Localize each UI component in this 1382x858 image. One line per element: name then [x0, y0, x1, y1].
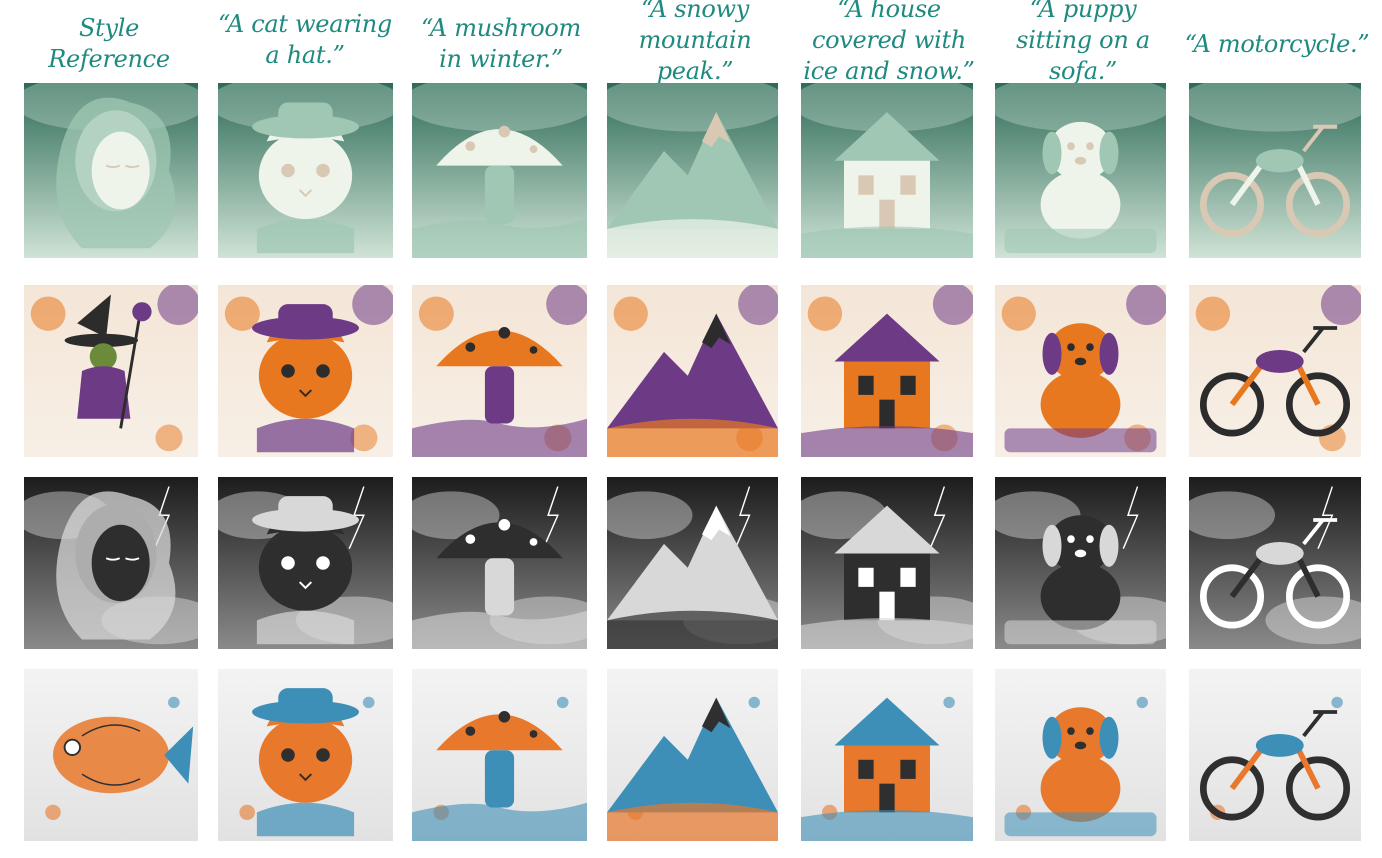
image-watercolor-halloween-motorcycle [1189, 285, 1361, 457]
witch-figure [64, 294, 152, 429]
image-art [995, 285, 1166, 457]
image-art [995, 669, 1166, 841]
image-ink-watercolor-puppy [995, 669, 1166, 841]
image-ink-watercolor-mushroom [412, 669, 587, 841]
mushroom-figure [412, 327, 587, 457]
image-storm-monochrome-puppy [995, 477, 1166, 649]
mountain-figure [607, 505, 778, 649]
image-jade-woman-face [24, 83, 198, 258]
house-figure [801, 697, 973, 841]
cat-hat-figure [252, 304, 359, 453]
image-jade-motorcycle [1189, 83, 1361, 258]
image-art [24, 285, 198, 457]
house-figure [801, 505, 973, 649]
image-storm-monochrome-motorcycle [1189, 477, 1361, 649]
column-title-mountain: “A snowy mountain peak.” [638, 0, 752, 85]
cat-hat-figure [252, 102, 359, 254]
image-art [24, 477, 198, 649]
image-watercolor-halloween-witch [24, 285, 198, 457]
image-art [1189, 477, 1361, 649]
cat-hat-figure [252, 688, 359, 837]
mountain-figure [607, 697, 778, 841]
fish-figure [53, 716, 194, 794]
image-storm-monochrome-cat-hat [218, 477, 393, 649]
puppy-figure [1004, 323, 1157, 453]
image-art [1189, 83, 1361, 258]
column-header-bar: Style Reference “A cat wearing a hat.” “… [0, 0, 1382, 85]
image-art [412, 83, 587, 258]
motorcycle-figure [1199, 124, 1351, 238]
column-title-cat: “A cat wearing a hat.” [218, 10, 392, 69]
image-jade-puppy [995, 83, 1166, 258]
image-jade-mountain [607, 83, 778, 258]
image-ink-watercolor-mountain [607, 669, 778, 841]
puppy-figure [1004, 707, 1157, 837]
mushroom-figure [412, 711, 587, 841]
image-storm-monochrome-mountain [607, 477, 778, 649]
woman-face-figure [56, 97, 176, 249]
image-art [218, 83, 393, 258]
image-storm-monochrome-woman-profile [24, 477, 198, 649]
image-jade-house [801, 83, 973, 258]
image-watercolor-halloween-house [801, 285, 973, 457]
image-art [218, 285, 393, 457]
image-art [412, 669, 587, 841]
column-title-style-reference: Style Reference [48, 14, 170, 73]
image-art [801, 669, 973, 841]
image-ink-watercolor-motorcycle [1189, 669, 1361, 841]
puppy-figure [1004, 121, 1157, 254]
image-art [995, 477, 1166, 649]
image-art [801, 83, 973, 258]
image-art [607, 83, 778, 258]
image-watercolor-halloween-cat-hat [218, 285, 393, 457]
image-art [607, 285, 778, 457]
mountain-figure [607, 313, 778, 457]
image-watercolor-halloween-mountain [607, 285, 778, 457]
image-watercolor-halloween-mushroom [412, 285, 587, 457]
column-title-house: “A house covered with ice and snow.” [803, 0, 975, 85]
image-art [607, 669, 778, 841]
image-art [412, 477, 587, 649]
image-art [218, 477, 393, 649]
column-title-motorcycle: “A motorcycle.” [1184, 29, 1370, 58]
image-storm-monochrome-mushroom [412, 477, 587, 649]
mountain-figure [607, 112, 778, 258]
mushroom-figure [412, 519, 587, 649]
cat-hat-figure [252, 496, 359, 645]
motorcycle-figure [1199, 326, 1351, 437]
house-figure [801, 112, 973, 258]
image-ink-watercolor-house [801, 669, 973, 841]
image-jade-mushroom [412, 83, 587, 258]
motorcycle-figure [1199, 710, 1351, 821]
image-art [995, 83, 1166, 258]
image-art [801, 477, 973, 649]
image-ink-watercolor-fish [24, 669, 198, 841]
motorcycle-figure [1199, 518, 1351, 629]
mushroom-figure [412, 125, 587, 258]
image-watercolor-halloween-puppy [995, 285, 1166, 457]
woman-profile-figure [56, 491, 176, 640]
image-art [218, 669, 393, 841]
image-art [24, 83, 198, 258]
image-art [607, 477, 778, 649]
image-art [1189, 285, 1361, 457]
house-figure [801, 313, 973, 457]
image-ink-watercolor-cat-hat [218, 669, 393, 841]
image-art [1189, 669, 1361, 841]
image-art [24, 669, 198, 841]
image-storm-monochrome-house [801, 477, 973, 649]
column-title-mushroom: “A mushroom in winter.” [421, 14, 581, 73]
puppy-figure [1004, 515, 1157, 645]
image-jade-cat-hat [218, 83, 393, 258]
image-art [801, 285, 973, 457]
column-title-puppy: “A puppy sitting on a sofa.” [1016, 0, 1150, 85]
image-art [412, 285, 587, 457]
